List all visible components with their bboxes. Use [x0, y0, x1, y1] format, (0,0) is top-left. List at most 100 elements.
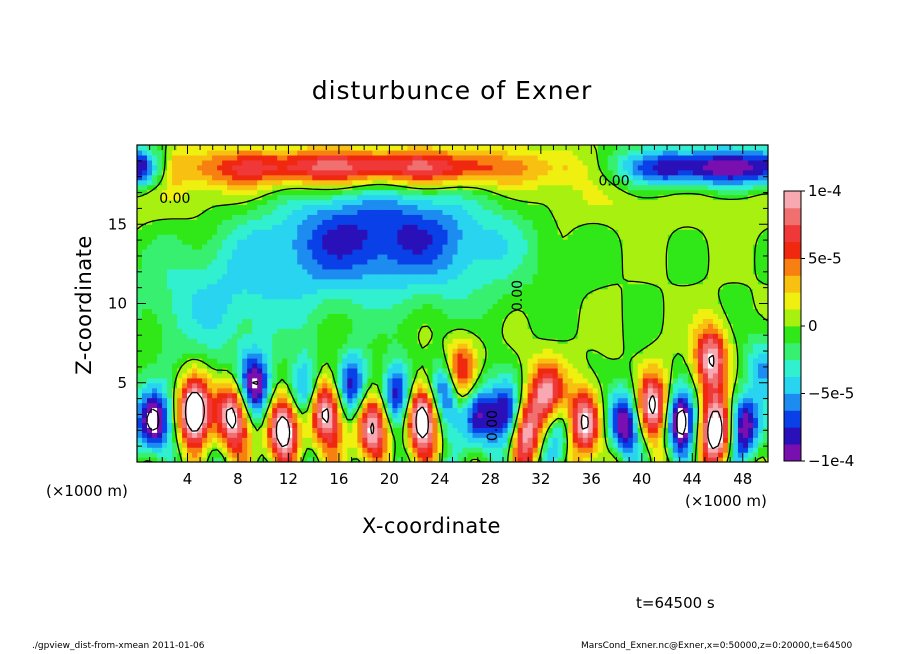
heatmap-cell	[147, 382, 153, 389]
heatmap-cell	[567, 427, 574, 433]
heatmap-cell	[397, 318, 404, 324]
heatmap-cell	[707, 417, 714, 423]
heatmap-cell	[402, 328, 409, 334]
heatmap-cell	[742, 447, 749, 453]
heatmap-cell	[332, 437, 338, 443]
heatmap-cell	[137, 353, 143, 359]
heatmap-cell	[372, 323, 378, 329]
heatmap-cell	[627, 353, 634, 359]
heatmap-cell	[342, 308, 348, 314]
heatmap-cell	[247, 283, 253, 290]
heatmap-cell	[307, 298, 313, 305]
heatmap-cell	[547, 372, 554, 379]
heatmap-cell	[582, 422, 589, 428]
heatmap-cell	[552, 278, 559, 285]
heatmap-cell	[297, 278, 303, 285]
heatmap-cell	[362, 442, 368, 448]
heatmap-cell	[702, 362, 709, 369]
heatmap-cell	[332, 293, 338, 300]
heatmap-cell	[247, 377, 253, 384]
heatmap-cell	[157, 343, 163, 349]
heatmap-cell	[212, 343, 218, 349]
heatmap-cell	[352, 343, 358, 349]
heatmap-cell	[352, 447, 358, 453]
heatmap-cell	[347, 303, 353, 310]
heatmap-cell	[487, 387, 494, 394]
heatmap-cell	[507, 372, 514, 379]
heatmap-cell	[477, 318, 484, 324]
heatmap-cell	[147, 412, 153, 419]
heatmap-cell	[612, 392, 619, 399]
heatmap-cell	[447, 377, 454, 384]
heatmap-cell	[227, 392, 233, 399]
heatmap-cell	[652, 417, 659, 423]
heatmap-cell	[477, 303, 484, 310]
heatmap-cell	[162, 382, 168, 389]
heatmap-cell	[322, 392, 328, 399]
heatmap-cell	[492, 382, 499, 389]
heatmap-cell	[687, 417, 694, 423]
heatmap-cell	[567, 442, 574, 448]
heatmap-cell	[562, 382, 569, 389]
heatmap-cell	[412, 278, 419, 285]
heatmap-cell	[472, 353, 479, 359]
heatmap-cell	[702, 452, 709, 458]
heatmap-cell	[732, 367, 739, 374]
heatmap-cell	[242, 437, 248, 443]
heatmap-cell	[512, 412, 519, 419]
heatmap-cell	[517, 367, 524, 374]
heatmap-cell	[557, 313, 564, 319]
heatmap-cell	[512, 427, 519, 433]
heatmap-cell	[732, 387, 739, 394]
heatmap-cell	[717, 422, 724, 428]
heatmap-cell	[472, 263, 479, 270]
heatmap-cell	[437, 447, 444, 453]
heatmap-cell	[647, 283, 654, 290]
heatmap-cell	[587, 382, 594, 389]
heatmap-cell	[742, 268, 749, 275]
heatmap-cell	[302, 457, 308, 462]
heatmap-cell	[327, 298, 333, 305]
heatmap-cell	[667, 328, 674, 334]
heatmap-cell	[392, 348, 399, 354]
heatmap-cell	[337, 273, 343, 280]
heatmap-cell	[367, 382, 373, 389]
heatmap-cell	[272, 303, 278, 310]
heatmap-cell	[677, 288, 684, 295]
heatmap-cell	[247, 323, 253, 329]
heatmap-cell	[417, 422, 424, 428]
heatmap-cell	[352, 382, 358, 389]
heatmap-cell	[712, 377, 719, 384]
heatmap-cell	[542, 422, 549, 428]
heatmap-cell	[607, 343, 614, 349]
heatmap-cell	[387, 273, 394, 280]
heatmap-cell	[302, 437, 308, 443]
heatmap-cell	[732, 348, 739, 354]
heatmap-cell	[427, 437, 434, 443]
heatmap-cell	[282, 308, 288, 314]
heatmap-cell	[357, 432, 363, 438]
heatmap-cell	[597, 387, 604, 394]
heatmap-cell	[282, 437, 288, 443]
heatmap-cell	[512, 407, 519, 414]
heatmap-cell	[142, 382, 148, 389]
heatmap-cell	[687, 313, 694, 319]
heatmap-cell	[722, 407, 729, 414]
heatmap-cell	[637, 293, 644, 300]
heatmap-cell	[232, 357, 238, 364]
heatmap-cell	[502, 402, 509, 409]
heatmap-cell	[717, 367, 724, 374]
heatmap-cell	[457, 417, 464, 423]
heatmap-cell	[167, 397, 173, 404]
heatmap-cell	[502, 357, 509, 364]
heatmap-cell	[392, 392, 399, 399]
heatmap-cell	[292, 452, 298, 458]
heatmap-cell	[367, 263, 373, 270]
heatmap-cell	[157, 348, 163, 354]
heatmap-cell	[142, 328, 148, 334]
heatmap-cell	[482, 323, 489, 329]
heatmap-cell	[482, 293, 489, 300]
heatmap-cell	[207, 263, 213, 270]
heatmap-cell	[752, 452, 759, 458]
heatmap-cell	[407, 382, 414, 389]
